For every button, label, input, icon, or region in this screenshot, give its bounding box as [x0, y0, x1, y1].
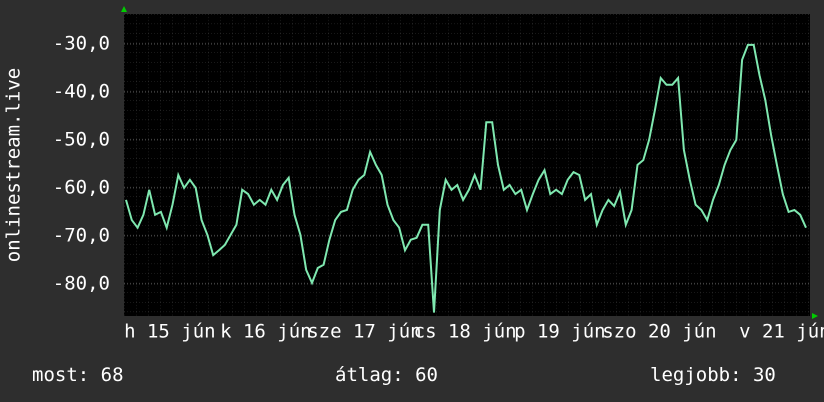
y-axis-label: onlinestream.live	[3, 68, 25, 262]
y-tick-label: -70,0	[53, 224, 110, 246]
minor-grid	[124, 14, 810, 316]
x-tick-label: cs 18 jún	[414, 321, 517, 343]
stat: átlag: 60	[335, 364, 438, 386]
y-tick-label: -50,0	[53, 128, 110, 150]
x-tick-label: h 15 jún	[124, 321, 216, 343]
stat-value: 30	[753, 364, 776, 386]
y-tick-label: -60,0	[53, 176, 110, 198]
x-tick-label: sze 17 jún	[307, 321, 421, 343]
stat-label: legjobb:	[650, 364, 742, 386]
stat-label: most:	[32, 364, 89, 386]
stat: most: 68	[32, 364, 124, 386]
x-tick-label: v 21 jún	[739, 321, 824, 343]
plot: -30,0 -40,0 -50,0 -60,0 -70,0 -80,0 h 15 jún k …	[53, 32, 824, 342]
stat-value: 68	[101, 364, 124, 386]
x-arrow	[812, 313, 818, 319]
y-tick-label: -80,0	[53, 272, 110, 294]
x-tick-label: p 19 jún	[514, 321, 606, 343]
line	[125, 43, 807, 313]
y-arrow	[121, 6, 127, 12]
x-tick-label: szo 20 jún	[602, 321, 716, 343]
stat-value: 60	[415, 364, 438, 386]
stat-label: átlag:	[335, 364, 404, 386]
x-tick-label: k 16 jún	[220, 321, 312, 343]
stat: legjobb: 30	[650, 364, 776, 386]
y-tick-label: -30,0	[53, 32, 110, 54]
y-tick-label: -40,0	[53, 80, 110, 102]
